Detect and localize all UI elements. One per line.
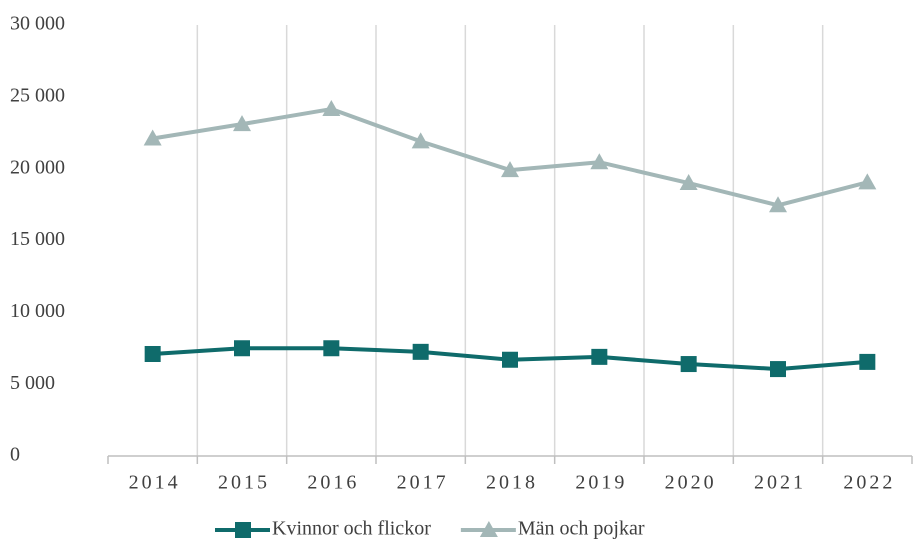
series <box>143 100 877 213</box>
x-tick-label: 2021 <box>754 472 806 494</box>
legend-label: Kvinnor och flickor <box>272 518 431 540</box>
y-tick-label: 0 <box>10 444 20 466</box>
marker <box>412 343 429 360</box>
x-tick-label: 2015 <box>218 472 270 494</box>
y-tick-label: 15 000 <box>10 228 65 250</box>
marker <box>679 174 698 191</box>
legend-marker <box>235 522 251 538</box>
y-tick-label: 30 000 <box>10 13 65 35</box>
x-tick-label: 2022 <box>843 472 895 494</box>
y-tick-label: 25 000 <box>10 84 65 106</box>
marker <box>502 351 518 368</box>
y-tick-label: 10 000 <box>10 300 65 322</box>
marker <box>590 153 609 170</box>
marker <box>858 173 877 190</box>
marker <box>233 115 251 132</box>
marker <box>501 161 519 178</box>
series <box>144 340 876 378</box>
x-tick-label: 2019 <box>575 472 627 494</box>
marker <box>322 100 341 117</box>
marker <box>859 353 876 370</box>
legend: Kvinnor och flickor Män och pojkar <box>215 518 645 540</box>
line <box>152 107 868 208</box>
y-tick-label: 5 000 <box>10 372 55 394</box>
marker <box>770 361 786 378</box>
x-tick-label: 2014 <box>129 472 181 494</box>
x-tick-label: 2018 <box>486 472 538 494</box>
marker <box>769 196 787 213</box>
legend-label: Män och pojkar <box>518 518 645 540</box>
marker <box>411 132 430 149</box>
x-tick-label: 2016 <box>307 472 359 494</box>
y-tick-label: 20 000 <box>10 156 65 178</box>
marker <box>680 356 697 373</box>
marker <box>144 345 161 362</box>
marker <box>591 348 608 365</box>
marker <box>143 129 162 146</box>
x-tick-label: 2020 <box>665 472 717 494</box>
marker <box>323 340 340 357</box>
x-tick-label: 2017 <box>397 472 449 494</box>
legend-marker <box>479 521 498 537</box>
marker <box>234 340 250 357</box>
